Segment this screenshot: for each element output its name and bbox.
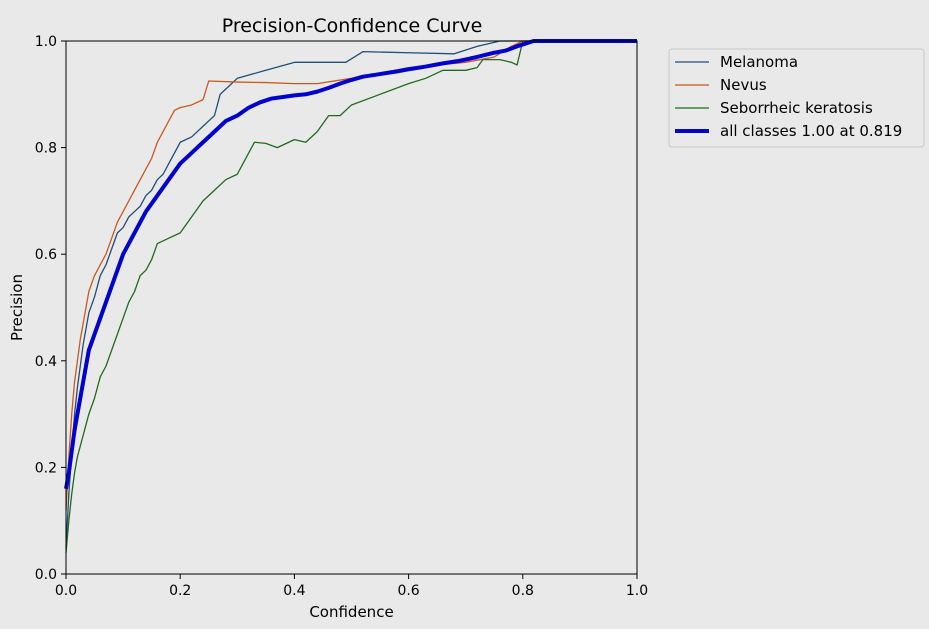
y-tick-label: 0.2 bbox=[35, 460, 57, 476]
x-tick-label: 0.6 bbox=[397, 583, 419, 599]
x-ticks: 0.0 0.2 0.4 0.6 0.8 1.0 bbox=[55, 574, 648, 599]
series-line-2 bbox=[65, 40, 637, 553]
legend: Melanoma Nevus Seborrheic keratosis all cla… bbox=[668, 48, 925, 148]
legend-items: Melanoma Nevus Seborrheic keratosis all cla… bbox=[675, 53, 902, 140]
y-ticks: 0.0 0.2 0.4 0.6 0.8 1.0 bbox=[35, 34, 66, 583]
x-tick-label: 1.0 bbox=[626, 583, 648, 599]
x-tick-label: 0.8 bbox=[512, 583, 534, 599]
legend-label-2: Seborrheic keratosis bbox=[720, 99, 873, 117]
y-tick-label: 1.0 bbox=[35, 34, 57, 50]
y-tick-label: 0.4 bbox=[35, 354, 57, 370]
legend-label-1: Nevus bbox=[720, 76, 767, 94]
chart-title: Precision-Confidence Curve bbox=[222, 15, 483, 37]
y-tick-label: 0.8 bbox=[35, 141, 57, 157]
series-layer bbox=[64, 39, 637, 553]
x-tick-label: 0.0 bbox=[55, 583, 77, 599]
series-line-3 bbox=[64, 39, 637, 490]
y-axis-label: Precision bbox=[8, 274, 26, 341]
x-axis-label: Confidence bbox=[309, 603, 393, 621]
legend-label-0: Melanoma bbox=[720, 53, 798, 71]
series-line-0 bbox=[65, 40, 637, 548]
legend-box bbox=[668, 48, 925, 148]
plot-frame bbox=[65, 40, 638, 575]
legend-label-3: all classes 1.00 at 0.819 bbox=[720, 122, 902, 140]
y-tick-label: 0.0 bbox=[35, 567, 57, 583]
x-tick-label: 0.2 bbox=[169, 583, 191, 599]
y-tick-label: 0.6 bbox=[35, 247, 57, 263]
x-tick-label: 0.4 bbox=[283, 583, 305, 599]
series-line-1 bbox=[65, 40, 637, 511]
